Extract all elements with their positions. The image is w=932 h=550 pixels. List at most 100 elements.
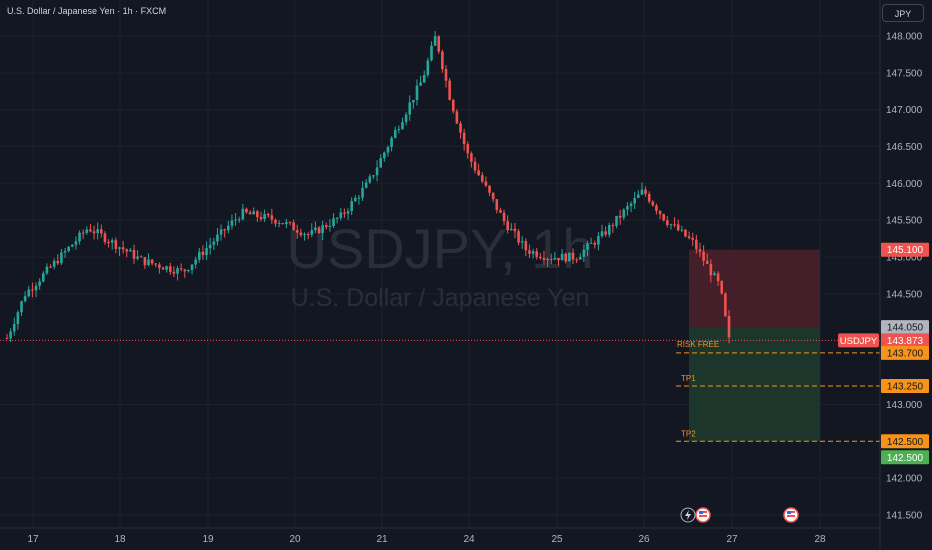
candle-body [459, 123, 462, 133]
x-tick-label: 24 [463, 534, 475, 545]
candle-body [81, 232, 85, 234]
candle-body [154, 263, 158, 265]
candle-body [535, 251, 539, 257]
level-label-tp1: TP1 [681, 374, 696, 383]
candle-body [321, 225, 324, 233]
candle-body [488, 185, 491, 193]
candle-body [110, 240, 114, 243]
candle-body [78, 232, 81, 242]
candle-body [288, 222, 292, 224]
candle-body [437, 36, 441, 52]
candle-body [473, 161, 477, 171]
currency-button[interactable]: JPY [882, 4, 924, 22]
candle-body [16, 312, 20, 325]
candle-body [528, 250, 531, 254]
candle-body [633, 197, 636, 204]
candle-body [422, 75, 426, 83]
candle-body [607, 225, 611, 235]
last-price-tag: 143.873 [887, 336, 924, 347]
candle-body [49, 266, 52, 268]
candle-body [277, 223, 281, 225]
tp1-price-tag-bg [881, 379, 929, 394]
candle-body [197, 251, 201, 260]
flag-canton [699, 511, 703, 514]
candle-body [724, 293, 727, 317]
level-label-risk-free: RISK FREE [677, 340, 719, 349]
candle-body [63, 251, 67, 253]
candle-body [150, 259, 154, 264]
candle-body [658, 210, 662, 215]
candle-body [582, 249, 586, 257]
candle-body [190, 264, 194, 271]
x-tick-label: 26 [638, 534, 650, 545]
x-tick-label: 19 [202, 534, 214, 545]
candle-body [589, 242, 593, 244]
stop-loss-zone[interactable] [689, 249, 820, 328]
candle-body [306, 234, 310, 236]
candle-body [560, 253, 564, 261]
y-tick-label: 145.000 [886, 253, 923, 264]
watermark-symbol: USDJPY, 1h [286, 217, 593, 280]
risk-free-price-tag: 143.700 [887, 348, 924, 359]
y-tick-label: 146.500 [886, 142, 923, 153]
candle-body [295, 230, 299, 233]
candle-body [20, 301, 23, 313]
candle-body [31, 289, 34, 291]
price-tags: 145.100144.050143.87346:38USDJPY143.7001… [838, 242, 929, 465]
candle-body [470, 153, 473, 162]
candle-body [183, 269, 187, 272]
entry-price-tag-bg [881, 320, 929, 335]
candle-body [542, 258, 546, 260]
candle-body [506, 221, 509, 231]
candle-body [520, 241, 524, 243]
y-tick-label: 146.000 [886, 179, 923, 190]
candle-body [96, 229, 100, 234]
candle-body [274, 219, 277, 224]
candle-body [564, 253, 568, 262]
flag-canton [787, 511, 791, 514]
candle-body [477, 170, 480, 176]
y-tick-label: 147.000 [886, 105, 923, 116]
candle-body [430, 45, 433, 61]
candle-body [716, 273, 720, 281]
candle-body [575, 259, 578, 261]
candle-body [383, 152, 386, 159]
price-axis: 148.000 147.500 147.000 146.500 146.000 145.5… [879, 0, 923, 550]
candle-body [709, 263, 713, 276]
candle-body [397, 129, 401, 131]
candle-body [263, 213, 266, 220]
candle-body [343, 212, 346, 214]
candle-body [553, 257, 557, 260]
x-tick-label: 18 [114, 534, 126, 545]
candle-body [502, 212, 506, 222]
candle-body [510, 228, 513, 231]
candle-body [281, 223, 285, 225]
candle-body [38, 281, 41, 286]
target-price-tag-bg [881, 450, 929, 465]
candle-body [618, 215, 622, 218]
watermark: USDJPY, 1h U.S. Dollar / Japanese Yen [286, 217, 593, 312]
candle-body [404, 114, 408, 123]
candle-body [673, 224, 676, 226]
stop-price-tag: 145.100 [887, 245, 924, 256]
candle-body [270, 215, 274, 220]
candle-body [139, 256, 143, 258]
candle-body [480, 175, 484, 182]
candle-body [259, 217, 263, 220]
candle-body [179, 268, 183, 270]
take-profit-zone[interactable] [689, 327, 820, 442]
candle-body [687, 236, 691, 239]
target-price-tag: 142.500 [887, 453, 924, 464]
candle-body [354, 197, 357, 202]
stop-price-tag-bg [881, 242, 929, 257]
candle-body [499, 210, 502, 213]
candle-body [324, 225, 328, 228]
candle-body [85, 229, 89, 233]
candle-body [252, 211, 256, 215]
candle-body [216, 234, 219, 242]
candle-body [408, 102, 412, 115]
candle-body [92, 231, 96, 234]
candle-body [161, 267, 165, 270]
